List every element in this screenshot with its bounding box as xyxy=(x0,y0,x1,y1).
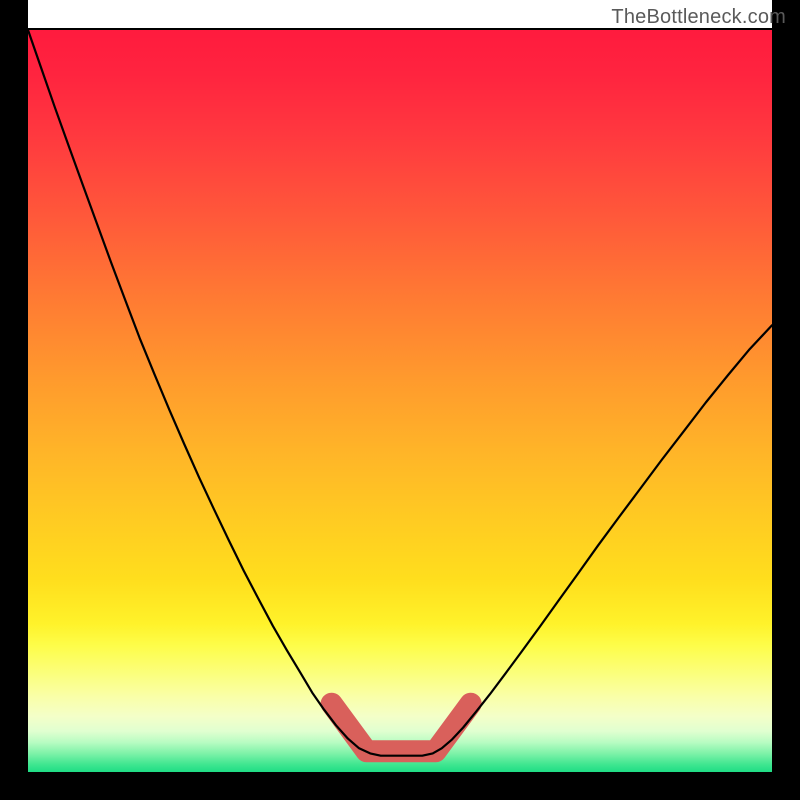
plot-background xyxy=(28,30,772,772)
bottleneck-chart: TheBottleneck.com xyxy=(0,0,800,800)
border-right xyxy=(772,0,800,800)
border-bottom xyxy=(0,772,800,800)
chart-svg xyxy=(0,0,800,800)
watermark-text: TheBottleneck.com xyxy=(611,6,786,29)
border-left xyxy=(0,0,28,800)
